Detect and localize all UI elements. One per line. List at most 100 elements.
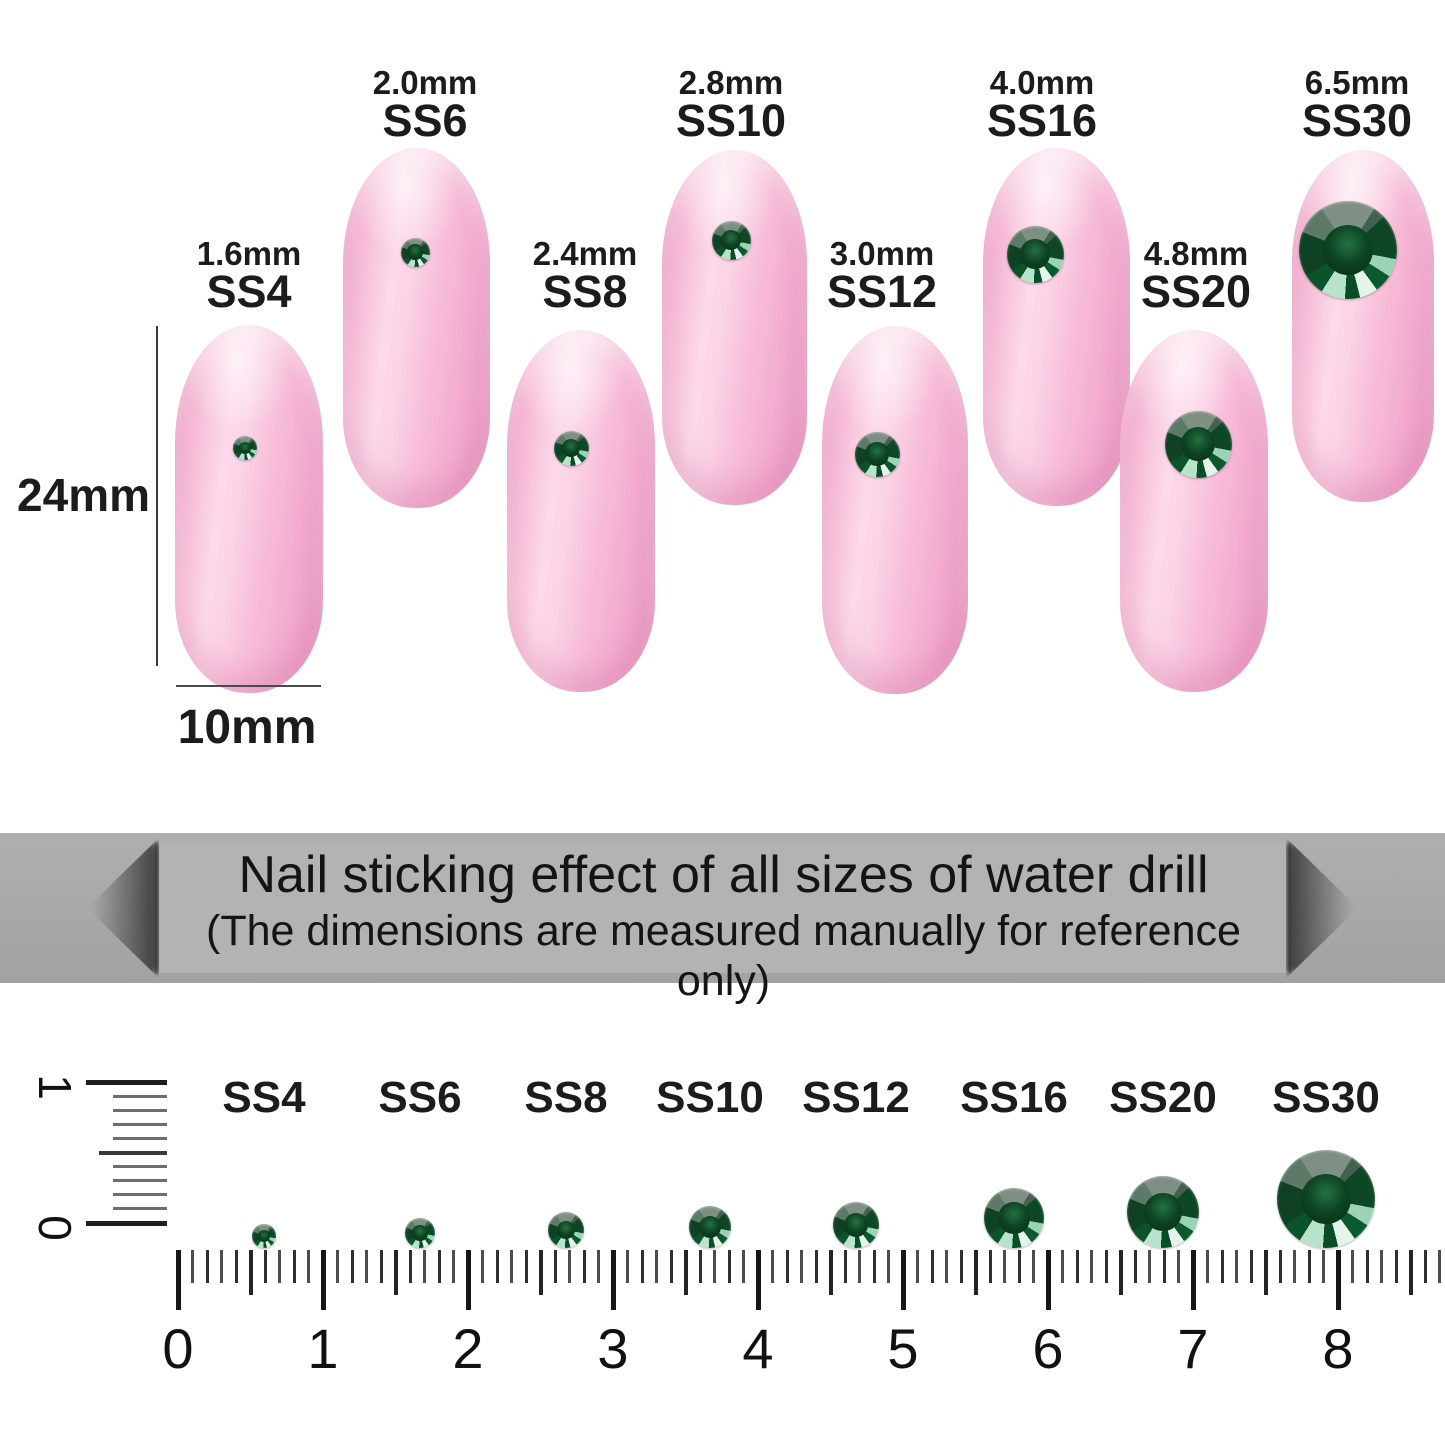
ruler-tick (379, 1250, 383, 1283)
ruler-tick (263, 1250, 267, 1283)
gem-on-nail-SS30 (1299, 201, 1397, 299)
ruler-tick (1322, 1250, 1325, 1283)
ruler-tick (1118, 1250, 1123, 1295)
width-dimension-line (176, 685, 321, 687)
nail-width-label: 10mm (177, 701, 317, 754)
ss-value-SS30: SS30 (1301, 95, 1413, 146)
gem-on-nail-SS4 (233, 436, 257, 460)
ss-value-SS16: SS16 (986, 95, 1098, 146)
ss-value-SS20: SS20 (1140, 266, 1252, 317)
ruler-tick (495, 1250, 499, 1283)
ruler-tick (1220, 1250, 1224, 1283)
mini-ruler-tick (86, 1079, 167, 1085)
ruler-number-4: 4 (742, 1317, 774, 1380)
gem-sample-SS4 (252, 1224, 276, 1248)
ruler-tick (1206, 1250, 1209, 1283)
nail-SS8 (507, 330, 655, 692)
mini-ruler-tick (113, 1179, 167, 1183)
ruler-tick (292, 1250, 296, 1283)
mm-value-SS20: 4.8mm (1143, 235, 1249, 272)
gem-row-label-SS12: SS12 (802, 1073, 910, 1122)
ruler-tick (465, 1250, 471, 1310)
ruler-tick (727, 1250, 731, 1283)
ruler-tick (1380, 1250, 1383, 1283)
mm-value-SS10: 2.8mm (678, 64, 784, 101)
ruler-tick (553, 1250, 557, 1283)
banner-title: Nail sticking effect of all sizes of wat… (238, 846, 1209, 904)
ruler-tick (437, 1250, 441, 1283)
ruler-tick (610, 1250, 616, 1310)
ruler-tick (423, 1250, 426, 1283)
mm-value-SS12: 3.0mm (829, 235, 935, 272)
ruler-tick (930, 1250, 934, 1283)
ruler-tick (538, 1250, 543, 1295)
ruler-tick (510, 1250, 513, 1283)
ss-value-SS6: SS6 (382, 95, 468, 146)
ruler-tick (597, 1250, 600, 1283)
gem-row-label-SS6: SS6 (378, 1073, 462, 1122)
ruler-number-5: 5 (887, 1317, 919, 1380)
ruler-tick (800, 1250, 803, 1283)
gem-on-nail-SS6 (400, 237, 430, 267)
ruler-number-1: 1 (307, 1317, 339, 1380)
ruler-tick (755, 1250, 761, 1310)
size-label-SS8: 2.4mm SS8 (475, 235, 695, 317)
mini-ruler-tick (113, 1122, 167, 1126)
mini-ruler-tick (86, 1220, 167, 1226)
ruler-tick (452, 1250, 455, 1283)
gem-row-label-SS16: SS16 (960, 1073, 1068, 1122)
ruler-tick (408, 1250, 412, 1283)
ruler-tick (1104, 1250, 1108, 1283)
ruler-tick (336, 1250, 339, 1283)
gem-sample-SS12 (833, 1202, 879, 1248)
ruler-tick (771, 1250, 774, 1283)
ruler-tick (568, 1250, 571, 1283)
ruler-tick (698, 1250, 702, 1283)
mm-value-SS8: 2.4mm (532, 235, 638, 272)
ruler-tick (1408, 1250, 1413, 1295)
mini-ruler-tick (113, 1094, 167, 1098)
nail-SS12 (822, 326, 968, 694)
size-label-SS10: 2.8mm SS10 (621, 64, 841, 144)
ribbon-edge-right (1288, 843, 1291, 973)
ruler-tick (1162, 1250, 1166, 1283)
ruler-number-0: 0 (162, 1317, 194, 1380)
ruler-tick (234, 1250, 238, 1283)
gem-row-label-SS30: SS30 (1272, 1073, 1380, 1122)
mm-value-SS6: 2.0mm (372, 64, 478, 101)
mini-ruler-number-top: 1 (29, 1074, 81, 1100)
ss-value-SS8: SS8 (542, 266, 628, 317)
ruler-tick (858, 1250, 861, 1283)
gem-on-nail-SS12 (854, 431, 900, 477)
mm-value-SS30: 6.5mm (1304, 64, 1410, 101)
ruler-number-6: 6 (1032, 1317, 1064, 1380)
ruler-tick (1061, 1250, 1064, 1283)
gem-sample-SS10 (689, 1206, 731, 1248)
ruler-tick (1249, 1250, 1253, 1283)
ss-value-SS12: SS12 (826, 266, 938, 317)
ruler-tick (1148, 1250, 1151, 1283)
nail-SS10 (662, 150, 807, 505)
ruler-tick (1003, 1250, 1006, 1283)
ruler-tick (916, 1250, 919, 1283)
ruler-tick (669, 1250, 673, 1283)
ruler-tick (1394, 1250, 1398, 1283)
ruler-tick (1017, 1250, 1021, 1283)
gem-sample-SS16 (984, 1188, 1044, 1248)
ruler-tick (1190, 1250, 1196, 1310)
ruler-tick (1293, 1250, 1296, 1283)
ruler-tick (365, 1250, 368, 1283)
size-label-SS30: 6.5mm SS30 (1247, 64, 1445, 146)
ruler-tick (175, 1250, 181, 1310)
ruler-tick (1365, 1250, 1369, 1283)
ruler-tick (843, 1250, 847, 1283)
ruler-tick (640, 1250, 644, 1283)
gem-sample-SS30 (1277, 1150, 1375, 1248)
mini-ruler-tick (99, 1150, 167, 1155)
nail-SS6 (343, 148, 490, 508)
ribbon-edge-left (155, 843, 158, 973)
mini-ruler-tick (113, 1207, 167, 1211)
ruler-tick (320, 1250, 326, 1310)
ruler-tick (1090, 1250, 1093, 1283)
